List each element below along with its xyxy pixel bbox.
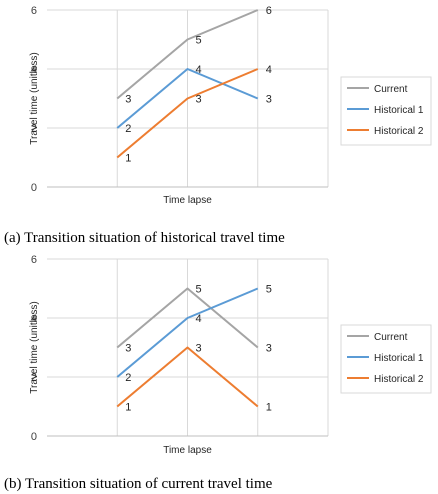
legend-entry: Historical 2 [374, 374, 424, 385]
data-label: 3 [125, 94, 131, 106]
series-line-historical-1 [116, 287, 259, 378]
chart-a: 0 2 4 6 Time lapse Travel time (unitless) 3 5 6 2… [4, 5, 432, 246]
data-label: 1 [125, 153, 131, 165]
series-line-current [116, 9, 259, 100]
series-line-historical-1 [116, 68, 259, 129]
legend-entry: Current [374, 332, 408, 343]
x-axis-title: Time lapse [163, 445, 212, 456]
y-tick-label: 4 [31, 313, 37, 325]
y-tick-label: 0 [31, 182, 37, 194]
data-label: 3 [125, 343, 131, 355]
y-axis-title: Travel time (unitless) [29, 52, 40, 144]
y-tick-label: 6 [31, 254, 37, 266]
legend-entry: Historical 1 [374, 353, 424, 364]
legend-entry: Historical 1 [374, 105, 424, 116]
data-label: 1 [266, 402, 272, 414]
series-line-current [116, 287, 259, 349]
legend-entry: Current [374, 84, 408, 95]
figure-caption: (b) Transition situation of current trav… [4, 476, 273, 492]
figure-caption: (a) Transition situation of historical t… [4, 230, 285, 246]
data-label: 4 [196, 64, 202, 76]
data-label: 3 [196, 94, 202, 106]
data-label: 3 [266, 94, 272, 106]
data-label: 4 [196, 313, 202, 325]
y-axis-title: Travel time (unitless) [29, 301, 40, 393]
data-label: 2 [125, 372, 131, 384]
data-label: 2 [125, 123, 131, 135]
chart-b: 0 2 4 6 Time lapse Travel time (unitless) 3 5 3 2… [4, 254, 432, 492]
x-axis-title: Time lapse [163, 195, 212, 206]
data-label: 1 [125, 402, 131, 414]
data-label: 3 [196, 343, 202, 355]
series-line-historical-2 [116, 346, 259, 408]
y-tick-label: 2 [31, 372, 37, 384]
data-label: 5 [266, 284, 272, 296]
data-label: 5 [196, 284, 202, 296]
data-label: 6 [266, 5, 272, 17]
y-tick-label: 6 [31, 5, 37, 17]
data-label: 3 [266, 343, 272, 355]
y-tick-label: 2 [31, 123, 37, 135]
series-line-historical-2 [116, 68, 259, 159]
data-label: 4 [266, 64, 272, 76]
data-label: 5 [196, 35, 202, 47]
legend-entry: Historical 2 [374, 126, 424, 137]
y-tick-label: 4 [31, 64, 37, 76]
y-tick-label: 0 [31, 431, 37, 443]
